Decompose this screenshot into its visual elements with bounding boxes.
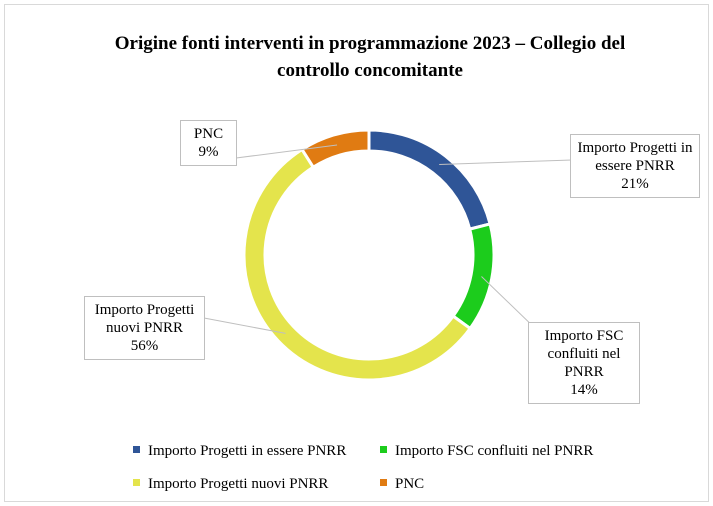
chart-title: Origine fonti interventi in programmazio…	[114, 33, 626, 81]
data-label: Importo Progetti nuovi PNRR 56%	[84, 296, 205, 360]
data-label-value: 56%	[130, 338, 159, 354]
leader-line	[439, 159, 573, 166]
data-label: Importo Progetti in essere PNRR 21%	[570, 134, 700, 198]
leader-line	[203, 317, 286, 334]
legend-item: Importo Progetti in essere PNRR	[133, 443, 346, 460]
legend-item: PNC	[380, 476, 424, 493]
data-label-value: 9%	[198, 144, 219, 160]
legend-swatch	[133, 479, 140, 486]
legend-swatch	[133, 446, 140, 453]
legend-item: Importo Progetti nuovi PNRR	[133, 476, 328, 493]
data-label-name: PNC	[193, 126, 224, 142]
leader-line	[235, 144, 338, 159]
legend-label: Importo Progetti in essere PNRR	[148, 443, 347, 459]
legend-label: PNC	[395, 476, 425, 492]
data-label-name: Importo Progetti in essere PNRR	[577, 140, 693, 174]
chart-border	[4, 4, 709, 502]
legend-label: Importo FSC confluiti nel PNRR	[395, 443, 594, 459]
legend-swatch	[380, 479, 387, 486]
data-label-value: 14%	[570, 382, 598, 398]
data-label: Importo FSC confluiti nel PNRR 14%	[528, 322, 640, 404]
legend-label: Importo Progetti nuovi PNRR	[148, 476, 329, 492]
data-label: PNC 9%	[180, 120, 237, 166]
data-label-name: Importo FSC confluiti nel PNRR	[544, 328, 624, 380]
doughnut-segment	[299, 128, 371, 170]
legend-item: Importo FSC confluiti nel PNRR	[380, 443, 593, 460]
data-label-value: 21%	[621, 176, 649, 192]
data-label-name: Importo Progetti nuovi PNRR	[94, 302, 195, 336]
legend-swatch	[380, 446, 387, 453]
